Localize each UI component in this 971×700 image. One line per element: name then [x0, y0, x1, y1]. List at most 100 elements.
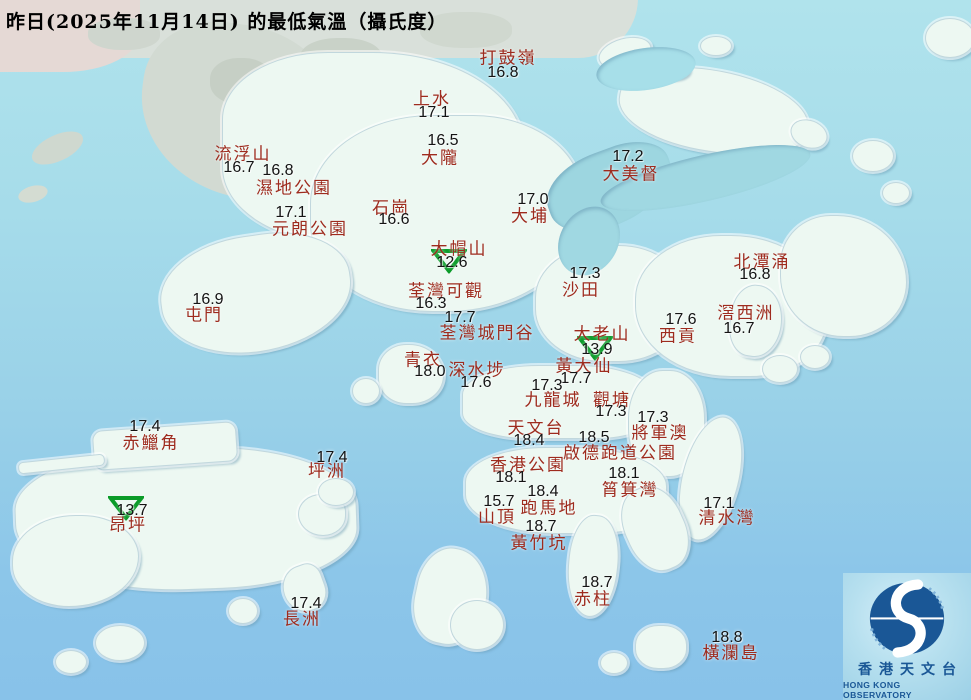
map-title: 昨日(2025年11月14日) 的最低氣溫（攝氏度）	[6, 11, 448, 33]
station-name: 赤柱	[574, 589, 612, 610]
station-temp: 16.3	[415, 295, 447, 312]
station-temp: 16.8	[262, 162, 294, 179]
station-temp: 12.6	[436, 254, 468, 271]
station-name: 屯門	[185, 305, 223, 326]
hko-logo-text-en: HONG KONG OBSERVATORY	[843, 680, 912, 700]
station-name: 坪洲	[308, 461, 346, 482]
station-name: 山頂	[478, 507, 516, 528]
station-temp: 18.4	[527, 483, 559, 500]
station-temp: 18.1	[608, 465, 640, 482]
station-temp: 17.1	[703, 495, 735, 512]
hko-logo-icon	[869, 579, 945, 658]
station-name: 大老山	[573, 324, 631, 345]
station-temp: 18.7	[581, 574, 613, 591]
station-temp: 17.4	[290, 595, 322, 612]
min-temp-triangle-icon	[106, 496, 146, 522]
station-name: 大隴	[421, 148, 459, 169]
station-name: 黃大仙	[555, 356, 613, 377]
station-temp: 16.6	[378, 211, 410, 228]
min-temp-triangle-icon	[429, 249, 469, 275]
land-port-shelter-island-2	[800, 345, 830, 369]
station-name: 赤鱲角	[122, 433, 180, 454]
urban-texture-patch	[88, 18, 160, 50]
land-peng-chau	[318, 478, 354, 506]
station-temp: 18.7	[525, 518, 557, 535]
station-name: 濕地公園	[256, 178, 332, 199]
station-name: 西貢	[659, 326, 697, 347]
land-tsing-yi	[378, 344, 444, 404]
land-shek-kwu-chau	[228, 598, 258, 624]
station-temp: 17.6	[460, 374, 492, 391]
station-temp: 18.8	[711, 629, 743, 646]
station-temp: 17.6	[665, 311, 697, 328]
station-name: 大帽山	[430, 239, 488, 260]
station-temp: 16.8	[487, 64, 519, 81]
station-name: 石崗	[372, 198, 410, 219]
station-name: 上水	[413, 89, 451, 110]
land-ne-island-3	[700, 36, 732, 56]
station-name: 滘西洲	[717, 303, 775, 324]
land-kowloon	[462, 365, 654, 439]
min-temp-triangle-icon	[575, 336, 615, 362]
station-name: 將軍澳	[631, 423, 689, 444]
station-name: 荃灣城門谷	[439, 323, 535, 344]
station-name: 元朗公園	[272, 219, 348, 240]
station-temp: 16.9	[192, 291, 224, 308]
station-name: 香港公園	[490, 455, 566, 476]
station-temp: 18.1	[495, 469, 527, 486]
station-name: 清水灣	[698, 508, 756, 529]
station-temp: 17.1	[418, 104, 450, 121]
station-name: 北潭涌	[733, 252, 791, 273]
station-name: 深水埗	[448, 360, 506, 381]
land-soko-islands-1	[95, 625, 145, 661]
station-temp: 17.4	[129, 418, 161, 435]
station-name: 觀塘	[593, 390, 631, 411]
station-name: 荃灣可觀	[408, 281, 484, 302]
station-temp: 17.1	[275, 204, 307, 221]
station-name: 青衣	[404, 350, 442, 371]
station-name: 筲箕灣	[601, 480, 659, 501]
station-temp: 17.3	[595, 403, 627, 420]
station-temp: 17.7	[444, 309, 476, 326]
station-temp: 17.2	[612, 148, 644, 165]
station-temp: 17.3	[637, 409, 669, 426]
station-name: 流浮山	[214, 144, 272, 165]
land-po-toi-small	[600, 652, 628, 674]
land-mirs-bay-islet	[852, 140, 894, 172]
station-temp: 13.7	[116, 502, 148, 519]
station-name: 天文台	[507, 418, 565, 439]
station-name: 長洲	[283, 609, 321, 630]
station-name: 大美督	[602, 164, 660, 185]
hko-logo-text-zh: 香港天文台	[858, 662, 963, 678]
station-name: 跑馬地	[520, 498, 578, 519]
station-temp: 15.7	[483, 493, 515, 510]
station-temp: 13.9	[581, 341, 613, 358]
station-temp: 17.3	[569, 265, 601, 282]
urban-texture-patch	[420, 12, 512, 48]
station-temp: 16.8	[739, 266, 771, 283]
station-temp: 17.0	[517, 191, 549, 208]
station-temp: 18.5	[578, 429, 610, 446]
station-name: 啟德跑道公園	[563, 443, 677, 464]
land-mirs-bay-islet-2	[882, 182, 910, 204]
hko-logo: 香港天文台 HONG KONG OBSERVATORY	[843, 573, 971, 700]
station-temp: 16.7	[223, 159, 255, 176]
station-temp: 18.4	[513, 432, 545, 449]
station-temp: 16.7	[723, 320, 755, 337]
land-lantau-southwest	[12, 515, 139, 607]
station-temp: 17.4	[316, 449, 348, 466]
station-temp: 16.5	[427, 132, 459, 149]
station-name: 黃竹坑	[510, 533, 568, 554]
land-port-shelter-island-1	[762, 355, 798, 383]
station-name: 橫瀾島	[702, 643, 760, 664]
land-ne-corner-island	[925, 18, 971, 58]
land-ma-wan	[352, 378, 380, 404]
station-name: 九龍城	[524, 390, 582, 411]
station-name: 昂坪	[109, 515, 147, 536]
land-sai-kung-east-high-island	[780, 215, 907, 337]
land-lamma-south-lobe	[450, 600, 504, 650]
land-soko-islands-2	[55, 650, 87, 674]
station-temp: 17.3	[531, 377, 563, 394]
